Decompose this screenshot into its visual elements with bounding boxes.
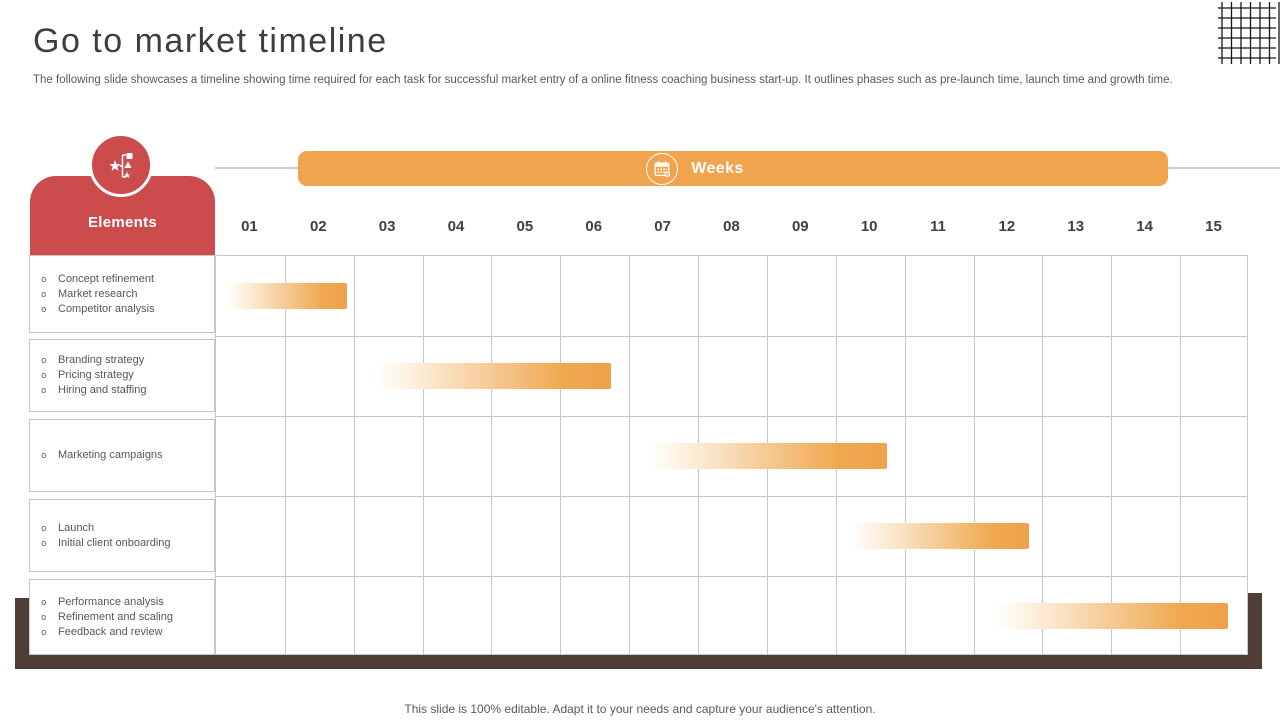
task-item: o Pricing strategy [39, 368, 214, 383]
task-label: Marketing campaigns [58, 449, 163, 461]
task-item: o Initial client onboarding [39, 536, 214, 551]
week-header-row: 01 02 03 04 05 06 07 08 09 10 11 12 13 14 15 [215, 200, 1248, 252]
bullet-marker: o [41, 356, 47, 366]
bullet-marker: o [41, 451, 47, 461]
task-item: o Concept refinement [39, 272, 214, 287]
task-item: o Market research [39, 287, 214, 302]
task-label: Pricing strategy [58, 369, 134, 381]
grid-vline [1111, 256, 1113, 654]
bullet-marker: o [41, 304, 47, 315]
frame-left-bar [15, 598, 29, 669]
grid-vline [904, 256, 906, 654]
grid-vline [560, 256, 562, 654]
bullet-marker: o [41, 371, 47, 381]
bullet-marker: o [41, 386, 47, 396]
grid-hline [216, 496, 1247, 497]
bullet-marker: o [41, 538, 47, 549]
task-label: Hiring and staffing [58, 384, 147, 396]
gantt-bar [995, 603, 1229, 629]
week-column-header: 02 [309, 217, 327, 235]
week-column-header: 09 [791, 217, 809, 235]
frame-bottom-bar [15, 655, 1262, 669]
week-column-header: 08 [723, 217, 740, 235]
task-item: o Marketing campaigns [39, 448, 214, 463]
task-item: o Launch [39, 521, 214, 536]
bullet-marker: o [41, 597, 47, 608]
week-column-header: 11 [930, 217, 946, 235]
bullet-marker: o [41, 627, 47, 638]
timeline-row-label: o Launch o Initial client onboarding [29, 499, 215, 572]
footer-note: This slide is 100% editable. Adapt it to… [404, 702, 876, 716]
crosshatch-grid-icon [1218, 2, 1280, 64]
task-item: o Branding strategy [39, 353, 214, 368]
week-column-header: 05 [516, 217, 534, 235]
gantt-bar [226, 283, 347, 309]
task-label: Concept refinement [58, 272, 154, 285]
week-column-header: 04 [447, 217, 465, 235]
week-column-header: 06 [585, 217, 603, 235]
grid-hline [216, 416, 1247, 417]
week-column-header: 15 [1205, 217, 1222, 235]
bullet-marker: o [41, 274, 47, 285]
week-column-header: 12 [998, 217, 1016, 235]
task-label: Feedback and review [58, 625, 163, 638]
task-item: o Hiring and staffing [39, 383, 214, 398]
weeks-header-bar: Weeks [298, 151, 1168, 186]
task-label: Branding strategy [58, 354, 145, 366]
grid-vline [284, 256, 286, 654]
gantt-bar [850, 523, 1029, 549]
grid-hline [216, 336, 1247, 337]
gantt-track [215, 255, 1248, 655]
grid-vline [491, 256, 493, 654]
gantt-table: o Concept refinement o Market research o Comp… [29, 255, 1248, 655]
page-title: Go to market timeline [33, 22, 388, 60]
week-column-header: 14 [1136, 217, 1153, 235]
bullet-marker: o [41, 523, 47, 534]
elements-header-label: Elements [87, 214, 158, 231]
bullet-marker: o [41, 612, 47, 623]
grid-vline [353, 256, 355, 654]
bullet-marker: o [41, 289, 47, 300]
grid-hline [216, 576, 1247, 577]
weeks-header-label: Weeks [691, 159, 744, 177]
week-column-header: 10 [860, 217, 878, 235]
grid-vline [973, 256, 975, 654]
calendar-badge [646, 152, 679, 185]
shapes-star-icon [109, 153, 133, 179]
grid-vline [422, 256, 424, 654]
calendar-icon [654, 160, 671, 177]
task-item: o Feedback and review [39, 625, 214, 640]
task-label: Launch [58, 521, 95, 534]
frame-right-bar [1248, 593, 1262, 669]
task-label: Market research [58, 287, 138, 300]
week-column-header: 03 [378, 217, 396, 235]
week-column-header: 13 [1067, 217, 1085, 235]
elements-badge [89, 133, 153, 197]
task-item: o Competitor analysis [39, 302, 214, 317]
task-label: Performance analysis [58, 595, 164, 608]
task-label: Initial client onboarding [58, 536, 171, 549]
grid-vline [1180, 256, 1182, 654]
task-item: o Refinement and scaling [39, 610, 214, 625]
task-label: Refinement and scaling [58, 610, 173, 623]
timeline-row-label: o Concept refinement o Market research o Comp… [29, 255, 215, 333]
week-column-header: 07 [654, 217, 671, 235]
task-item: o Performance analysis [39, 595, 214, 610]
timeline-row-label: o Marketing campaigns [29, 419, 215, 492]
gantt-bar [647, 443, 887, 469]
grid-vline [1042, 256, 1044, 654]
timeline-row-label: o Performance analysis o Refinement and sca… [29, 579, 215, 655]
slide-description: The following slide showcases a timeline… [33, 74, 1173, 86]
week-column-header: 01 [241, 217, 258, 235]
grid-vline [629, 256, 631, 654]
gantt-bar [374, 363, 611, 389]
task-label: Competitor analysis [58, 302, 155, 315]
timeline-row-label: o Branding strategy o Pricing strategy o Hiri… [29, 339, 215, 412]
